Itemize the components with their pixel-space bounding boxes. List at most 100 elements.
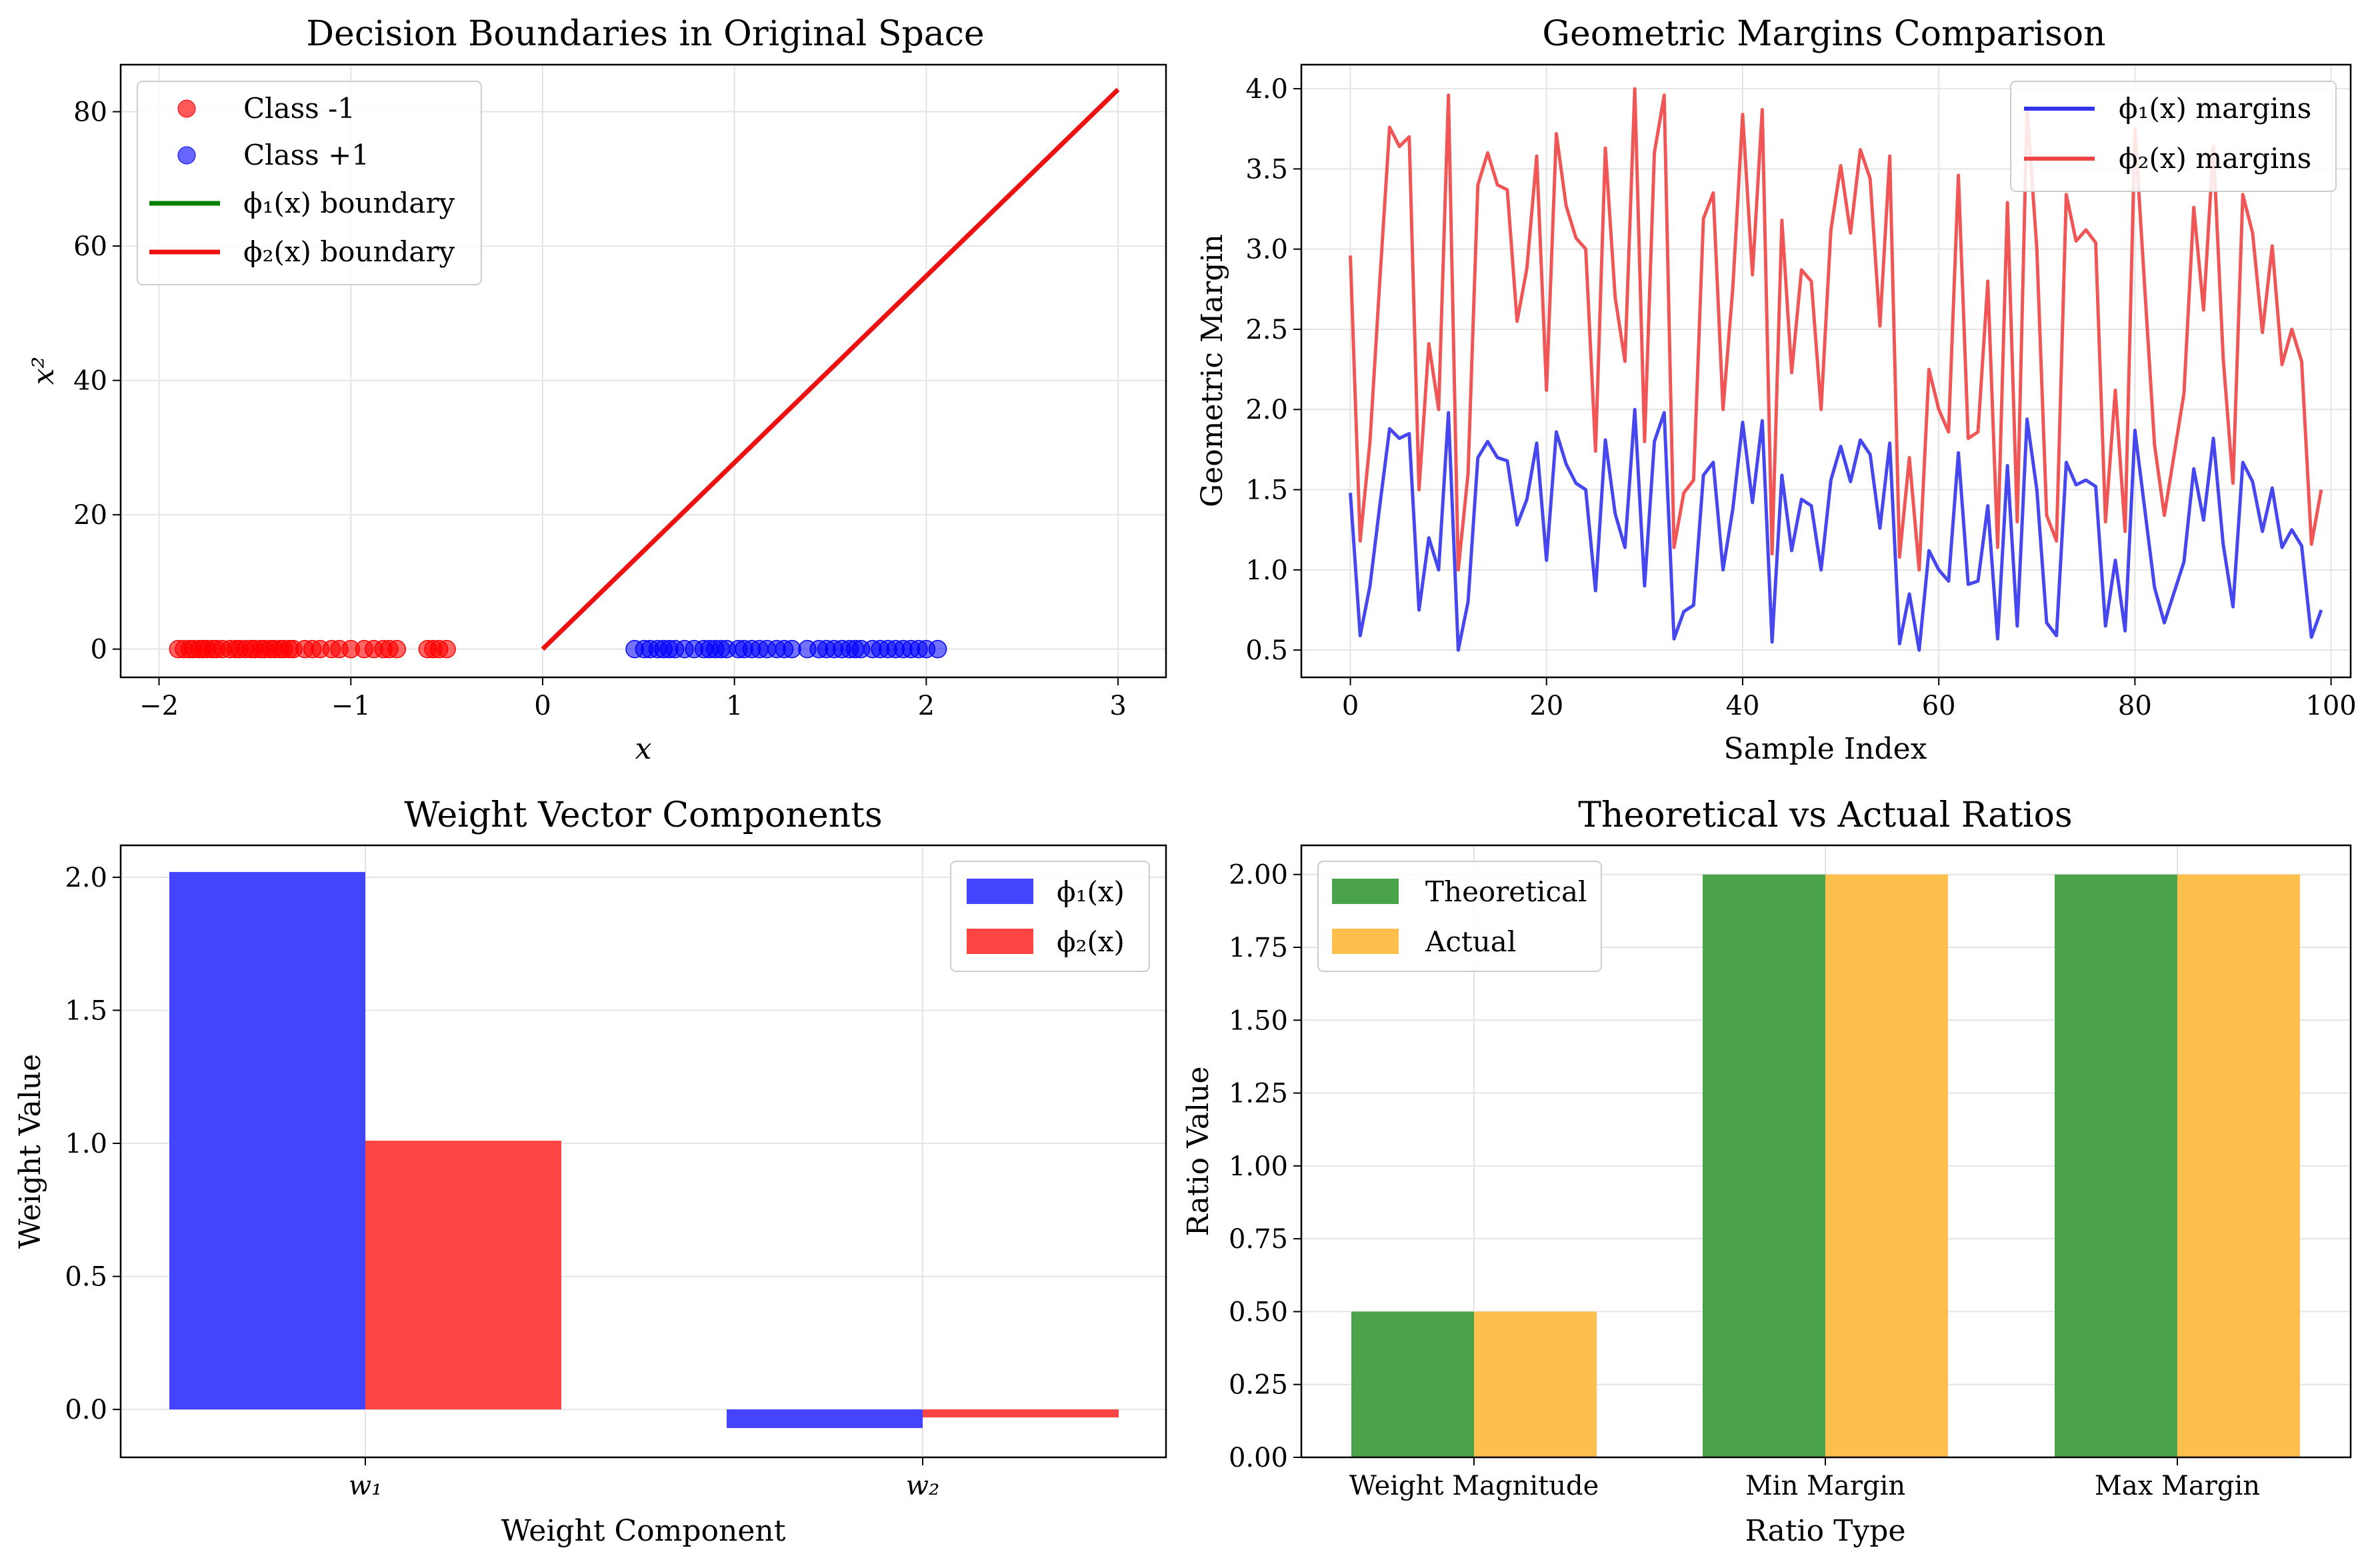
y-tick-label: 1.5: [1245, 475, 1288, 506]
y-tick-label: 2.5: [1245, 315, 1288, 345]
decision-boundaries-panel: Decision Boundaries in Original Space −2…: [27, 14, 1167, 766]
x-tick-label: −2: [139, 691, 179, 721]
y-tick-label: 2.0: [1245, 395, 1288, 425]
panel3-axes-frame: [119, 844, 1167, 1459]
x-tick-label: 1: [726, 691, 743, 721]
x-tick-label: 3: [1109, 691, 1126, 721]
y-tick-label: 80: [73, 97, 107, 128]
phi2-boundary-line: [541, 87, 1120, 651]
x-tick-label: 80: [2118, 691, 2152, 721]
phi2-margins-line: [1349, 87, 2323, 572]
bar-theoretical: [2055, 874, 2177, 1457]
panel4-ylabel: Ratio Value: [1181, 1066, 1215, 1236]
y-tick-label: 40: [73, 366, 107, 397]
class-pos-point: [928, 639, 947, 659]
legend-phi2-swatch: [967, 929, 1033, 954]
geometric-margins-panel: Geometric Margins Comparison 0 20 40 60 80 10…: [1195, 14, 2357, 766]
legend-class-neg-label: Class -1: [243, 92, 355, 125]
y-tick-label: 20: [73, 500, 107, 531]
panel2-ylabel: Geometric Margin: [1195, 234, 1229, 507]
y-tick-label: 1.25: [1229, 1079, 1288, 1109]
panel2-axes-frame: [1300, 63, 2352, 679]
x-tick-label: 2: [918, 691, 935, 721]
legend-phi2-margins-label: ϕ₂(x) margins: [2119, 142, 2311, 175]
legend-actual-swatch: [1332, 929, 1399, 954]
legend-phi1-label: ϕ₁(x): [1057, 875, 1125, 908]
phi1-margins-line: [1349, 407, 2323, 652]
y-tick-label: 1.75: [1229, 933, 1288, 963]
y-tick-label: 0.00: [1229, 1443, 1288, 1473]
x-tick-label: −1: [331, 691, 371, 721]
x-tick-label: 60: [1922, 691, 1956, 721]
y-tick-label: 0.5: [1245, 635, 1288, 666]
legend-class-pos-label: Class +1: [243, 139, 369, 171]
legend-phi1-margins-label: ϕ₁(x) margins: [2119, 92, 2311, 125]
bar-actual: [1474, 1311, 1597, 1457]
bar-phi1: [727, 1409, 923, 1429]
bar-theoretical: [1703, 874, 1825, 1457]
legend-phi2-boundary-label: ϕ₂(x) boundary: [243, 235, 455, 268]
panel1-xlabel: x: [635, 732, 652, 766]
bar-actual: [2177, 874, 2300, 1457]
legend-class-neg-marker: [177, 99, 196, 118]
legend-phi1-swatch: [967, 879, 1033, 904]
y-tick-label: 1.00: [1229, 1151, 1288, 1182]
legend-phi2-label: ϕ₂(x): [1057, 925, 1125, 958]
legend-theoretical-label: Theoretical: [1425, 875, 1587, 908]
y-tick-label: 1.0: [65, 1129, 107, 1159]
x-tick-label: w₂: [906, 1471, 939, 1501]
legend-class-pos-marker: [177, 146, 196, 165]
x-tick-label: 40: [1726, 691, 1760, 721]
weight-vector-panel: Weight Vector Components w₁ w₂ 0.0 0.5 1.0 1…: [13, 795, 1167, 1548]
y-tick-label: 1.0: [1245, 555, 1288, 586]
ratios-panel: Theoretical vs Actual Ratios Weight Magn…: [1181, 795, 2352, 1548]
y-tick-label: 2.0: [65, 863, 107, 893]
y-tick-label: 0.0: [65, 1395, 107, 1425]
x-tick-label: w₁: [349, 1471, 382, 1501]
panel4-legend: Theoretical Actual: [1317, 861, 1602, 972]
panel1-axes-frame: [119, 63, 1167, 679]
panel4-title: Theoretical vs Actual Ratios: [1578, 795, 2072, 835]
bar-actual: [1825, 874, 1948, 1457]
y-tick-label: 0.75: [1229, 1224, 1288, 1255]
panel3-title: Weight Vector Components: [404, 795, 882, 835]
panel1-legend: Class -1 Class +1 ϕ₁(x) boundary ϕ₂(x) b…: [137, 81, 482, 285]
x-tick-label: 100: [2305, 691, 2356, 721]
y-tick-label: 4.0: [1245, 74, 1288, 105]
y-tick-label: 0.25: [1229, 1370, 1288, 1401]
bar-phi2: [923, 1409, 1119, 1418]
panel3-ylabel: Weight Value: [13, 1054, 47, 1249]
legend-actual-label: Actual: [1425, 925, 1516, 958]
class-pos-point: [783, 639, 801, 659]
class-neg-point: [387, 639, 407, 659]
bar-phi1: [169, 871, 365, 1410]
x-tick-label: 0: [534, 691, 551, 721]
legend-phi1-boundary-label: ϕ₁(x) boundary: [243, 187, 455, 219]
y-tick-label: 3.0: [1245, 235, 1288, 265]
panel2-xlabel: Sample Index: [1723, 732, 1927, 766]
y-tick-label: 0: [91, 635, 107, 665]
bar-theoretical: [1351, 1311, 1474, 1457]
bar-phi2: [365, 1141, 561, 1410]
y-tick-label: 60: [73, 231, 107, 262]
panel1-ylabel: x²: [27, 357, 61, 385]
x-tick-label: Max Margin: [2095, 1471, 2260, 1501]
panel2-legend: ϕ₁(x) margins ϕ₂(x) margins: [2010, 81, 2337, 192]
y-tick-label: 3.5: [1245, 154, 1288, 185]
class-neg-point: [437, 639, 456, 659]
legend-theoretical-swatch: [1332, 879, 1399, 904]
y-tick-label: 0.50: [1229, 1297, 1288, 1327]
panel3-legend: ϕ₁(x) ϕ₂(x): [950, 861, 1150, 972]
x-tick-label: Weight Magnitude: [1349, 1471, 1599, 1501]
panel4-xlabel: Ratio Type: [1745, 1514, 1905, 1548]
x-tick-label: 20: [1529, 691, 1563, 721]
x-tick-label: Min Margin: [1745, 1471, 1905, 1501]
y-tick-label: 0.5: [65, 1262, 107, 1293]
y-tick-label: 2.00: [1229, 860, 1288, 891]
y-tick-label: 1.50: [1229, 1005, 1288, 1036]
y-tick-label: 1.5: [65, 995, 107, 1026]
x-tick-label: 0: [1342, 691, 1359, 721]
panel3-xlabel: Weight Component: [501, 1514, 786, 1548]
panel2-title: Geometric Margins Comparison: [1542, 14, 2105, 54]
